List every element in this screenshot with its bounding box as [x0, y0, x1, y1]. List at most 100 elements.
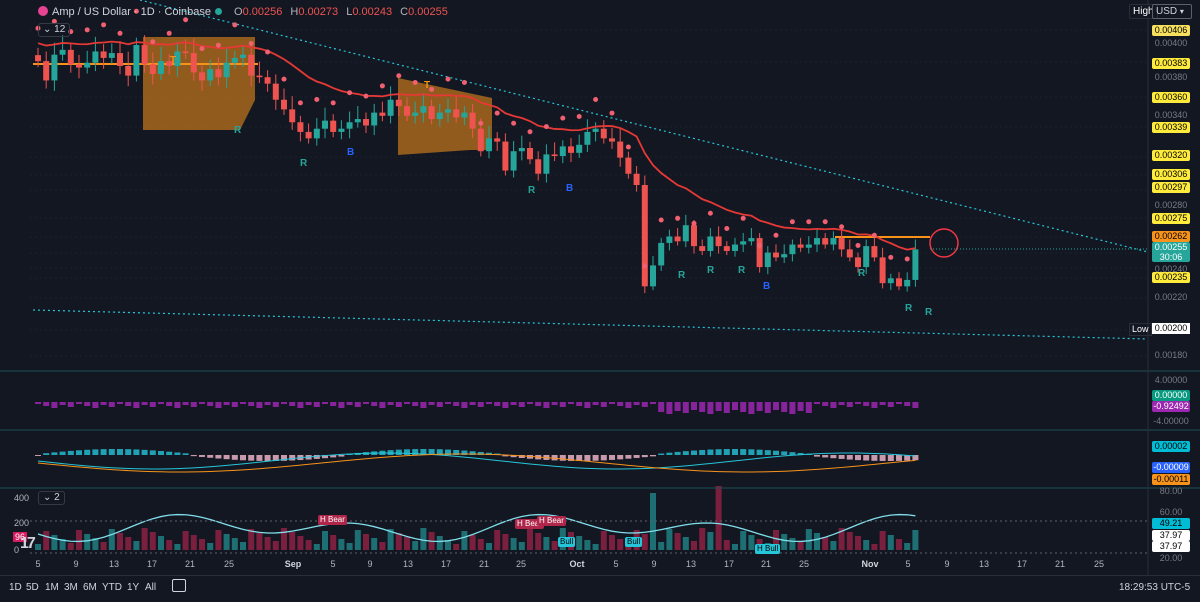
timeframe-1d[interactable]: 1D	[9, 582, 22, 593]
macd-bar	[92, 402, 99, 408]
osc-bar	[863, 455, 870, 461]
candle-up	[781, 254, 788, 258]
macd-bar	[682, 402, 689, 413]
volume-bar	[67, 543, 74, 550]
timeframe-ytd[interactable]: YTD	[102, 582, 122, 593]
time-tick: 9	[367, 559, 373, 569]
time-tick: 13	[978, 559, 990, 569]
rsi-axis-80: 80.00	[1159, 486, 1183, 496]
macd-bar	[904, 402, 911, 406]
macd-bar	[207, 402, 214, 406]
macd-bar	[494, 402, 501, 406]
volume-bar	[84, 534, 91, 550]
volume-bar	[887, 535, 894, 550]
osc-line-2	[37, 453, 916, 473]
osc-bar	[141, 449, 148, 455]
osc-bar	[764, 450, 771, 455]
volume-bar	[650, 493, 656, 550]
volume-bar	[412, 541, 419, 550]
tradingview-logo-icon[interactable]: 17	[20, 535, 36, 552]
signal-dot	[511, 120, 517, 126]
time-tick: 17	[440, 559, 452, 569]
macd-bar	[174, 402, 181, 408]
volume-bar	[838, 528, 845, 550]
signal-dot	[642, 263, 648, 269]
price-label-00297: 0.00297	[1152, 182, 1190, 193]
currency-select[interactable]: USD ▾	[1152, 4, 1192, 19]
signal-dot	[314, 96, 320, 102]
volume-bar	[576, 536, 583, 550]
symbol-legend[interactable]: Amp / US Dollar · 1D · Coinbase O0.00256…	[38, 6, 448, 18]
candle-down	[272, 83, 279, 100]
osc-bar	[650, 455, 656, 457]
osc-bar	[797, 452, 804, 455]
signal-dot	[494, 110, 500, 116]
volume-bar	[231, 538, 238, 550]
osc-bar	[453, 450, 460, 455]
timeframe-1y[interactable]: 1Y	[127, 582, 140, 593]
timeframe-6m[interactable]: 6M	[83, 582, 97, 593]
signal-dot	[379, 83, 385, 89]
indicators-toggle[interactable]: ⌄ 12	[38, 23, 71, 37]
candle-down	[871, 246, 878, 258]
candle-down	[35, 55, 41, 62]
timeframe-5d[interactable]: 5D	[26, 582, 39, 593]
volume-bar	[108, 529, 115, 550]
timeframe-3m[interactable]: 3M	[64, 582, 78, 593]
osc-bar	[830, 455, 837, 459]
time-tick: 21	[478, 559, 490, 569]
volume-bar	[641, 534, 648, 550]
timeframe-1m[interactable]: 1M	[45, 582, 59, 593]
candle-down	[502, 141, 509, 171]
macd-bar	[887, 402, 894, 407]
macd-bar	[199, 402, 205, 404]
signal-dot	[396, 73, 402, 79]
volume-bar	[781, 534, 788, 550]
candle-up	[584, 131, 591, 145]
macd-bar	[617, 402, 624, 406]
signal-R: R	[528, 185, 536, 196]
vol-axis-0: 0	[14, 545, 20, 555]
macd-bar	[133, 402, 140, 408]
macd-bar	[773, 402, 779, 410]
macd-bar	[149, 402, 156, 407]
volume-bar	[674, 533, 681, 550]
price-tick: 0.00220	[1154, 292, 1188, 302]
osc-bar	[666, 452, 673, 455]
volume-bar	[846, 532, 853, 550]
candle-up	[207, 69, 214, 81]
macd-bar	[289, 402, 296, 406]
macd-bar	[395, 402, 402, 407]
volume-bar	[207, 543, 214, 550]
volume-bar	[658, 542, 665, 550]
signal-dot	[806, 219, 812, 225]
oscillator-pane	[35, 449, 919, 473]
candle-up	[59, 49, 66, 55]
timeframe-all[interactable]: All	[145, 582, 157, 593]
osc-bar	[707, 449, 714, 455]
volume-bar	[477, 539, 484, 550]
date-range-calendar-icon[interactable]	[172, 579, 186, 592]
macd-bar	[674, 402, 681, 411]
time-tick: 5	[613, 559, 619, 569]
candle-down	[674, 236, 681, 242]
candle-down	[469, 112, 476, 129]
volume-bar	[691, 541, 697, 550]
signal-dot	[429, 86, 435, 92]
signal-dot	[527, 129, 533, 135]
signal-dot	[461, 80, 467, 86]
volume-pane	[30, 486, 1148, 554]
candle-up	[133, 45, 140, 76]
macd-bar	[846, 402, 853, 407]
volume-bar	[264, 537, 271, 550]
candle-down	[117, 53, 123, 66]
candle-down	[281, 99, 287, 110]
candle-up	[420, 106, 427, 113]
clock: 18:29:53 UTC-5	[1119, 582, 1191, 593]
macd-bar	[436, 402, 443, 407]
volume-bar	[912, 530, 919, 550]
macd-bar	[281, 402, 287, 404]
volume-indicators-toggle[interactable]: ⌄ 2	[38, 491, 65, 505]
rsi-axis-60: 60.00	[1159, 507, 1183, 517]
